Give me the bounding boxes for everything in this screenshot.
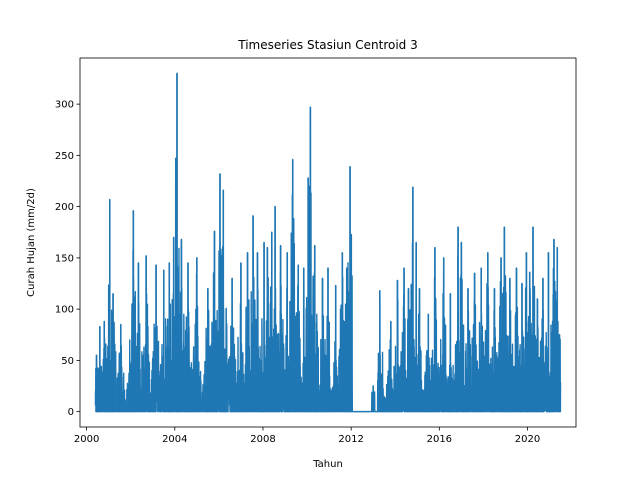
x-tick-label: 2016 xyxy=(427,434,452,445)
y-tick-label: 150 xyxy=(55,253,74,264)
plot-area xyxy=(94,72,562,413)
y-tick-label: 100 xyxy=(55,305,74,316)
series-layer xyxy=(94,72,562,413)
y-tick-label: 200 xyxy=(55,202,74,213)
x-tick-label: 2020 xyxy=(515,434,540,445)
axes-frame xyxy=(79,57,577,428)
y-tick-label: 300 xyxy=(55,100,74,111)
x-tick-label: 2004 xyxy=(162,434,187,445)
y-axis-ticks: 0 50 100 150 200 250 300 xyxy=(55,100,80,418)
y-axis-label: Curah Hujan (mm/2d) xyxy=(26,188,37,297)
y-tick-label: 250 xyxy=(55,151,74,162)
x-tick-label: 2008 xyxy=(250,434,275,445)
y-tick-label: 50 xyxy=(61,356,74,367)
x-axis-label: Tahun xyxy=(312,459,343,470)
x-tick-label: 2000 xyxy=(74,434,99,445)
chart-title: Timeseries Stasiun Centroid 3 xyxy=(237,38,418,52)
x-tick-label: 2012 xyxy=(338,434,363,445)
x-axis-ticks: 2000 2004 2008 2012 2016 2020 xyxy=(74,427,540,445)
y-tick-label: 0 xyxy=(68,407,74,418)
